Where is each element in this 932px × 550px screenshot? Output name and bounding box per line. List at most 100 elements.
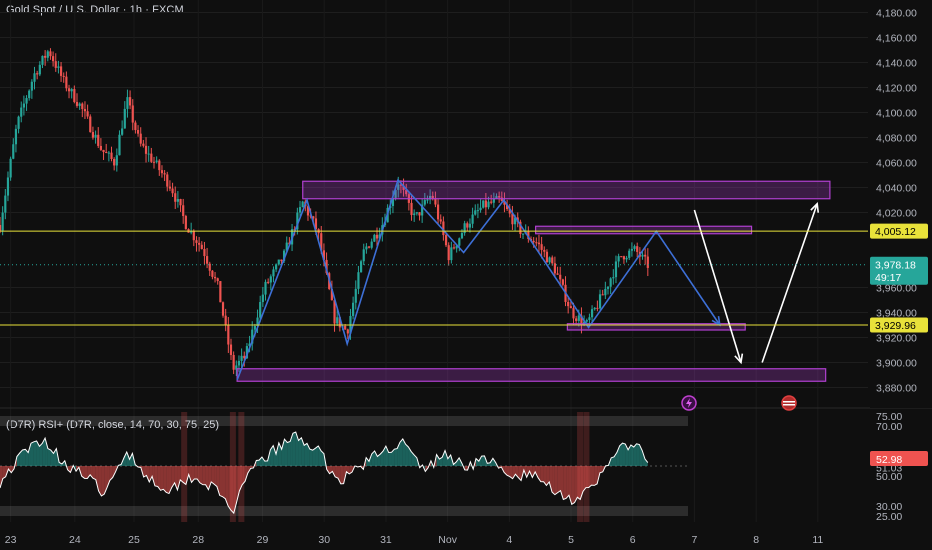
candle-body xyxy=(213,276,217,279)
rsi-fill xyxy=(464,466,468,471)
candle-body xyxy=(357,272,360,289)
candle-body xyxy=(410,202,413,215)
rsi-fill xyxy=(509,466,513,479)
rsi-fill xyxy=(292,432,296,466)
zone-box xyxy=(566,323,746,331)
rsi-fill xyxy=(264,460,268,466)
candle-body xyxy=(256,317,259,326)
candle-body xyxy=(399,184,403,186)
candle-body xyxy=(604,288,607,296)
candle-body xyxy=(126,97,129,109)
rsi-fill xyxy=(225,466,229,507)
price-tick-label: 3,920.00 xyxy=(876,333,917,345)
rsi-fill xyxy=(335,466,338,479)
rsi-fill xyxy=(25,449,29,466)
rsi-fill xyxy=(332,466,336,477)
time-tick-label: 30 xyxy=(318,534,330,546)
candle-body xyxy=(612,277,615,279)
rsi-fill xyxy=(399,438,403,466)
candle-body xyxy=(492,198,495,203)
time-tick-label: 11 xyxy=(812,534,823,546)
candle-body xyxy=(338,317,341,328)
candle-body xyxy=(208,263,211,271)
candle-body xyxy=(41,55,44,65)
time-tick-label: 4 xyxy=(506,534,512,546)
rsi-indicator-title[interactable]: (D7R) RSI+ (D7R, close, 14, 70, 30, 75, … xyxy=(6,419,220,431)
rsi-fill xyxy=(630,444,634,466)
rsi-fill xyxy=(312,448,316,466)
rsi-fill xyxy=(177,466,181,490)
candle-body xyxy=(577,315,580,321)
candle-body xyxy=(415,212,418,214)
rsi-fill xyxy=(191,466,195,483)
us-flag-event-icon[interactable] xyxy=(781,395,797,411)
candle-body xyxy=(136,130,140,134)
candle-body xyxy=(532,240,535,243)
candle-body xyxy=(282,250,286,262)
candle-body xyxy=(121,128,124,135)
candle-body xyxy=(508,209,511,214)
pattern-lines xyxy=(236,178,721,381)
candle-body xyxy=(537,242,541,245)
candle-body xyxy=(394,189,397,198)
candle-body xyxy=(375,234,379,239)
rsi-fill xyxy=(315,445,319,466)
candle-body xyxy=(551,257,554,264)
candle-body xyxy=(476,210,480,212)
rsi-fill xyxy=(143,466,147,478)
candle-body xyxy=(543,249,546,252)
candle-body xyxy=(144,145,148,154)
candle-body xyxy=(625,257,628,260)
candle-body xyxy=(248,343,251,347)
candle-body xyxy=(9,158,12,178)
rsi-fill xyxy=(214,466,217,487)
candle-body xyxy=(36,73,39,75)
rsi-fill xyxy=(47,448,51,466)
candle-body xyxy=(490,201,493,203)
candle-body xyxy=(94,134,97,138)
candle-body xyxy=(12,144,15,159)
rsi-tick-label: 25.00 xyxy=(876,511,902,523)
candle-body xyxy=(503,201,506,205)
candle-body xyxy=(511,213,514,225)
rsi-fill xyxy=(30,441,34,466)
candle-body xyxy=(102,149,105,153)
rsi-fill xyxy=(307,443,310,466)
candle-body xyxy=(240,355,243,361)
candle-body xyxy=(521,233,525,235)
candle-body xyxy=(20,107,23,117)
candle-body xyxy=(314,218,318,230)
candle-body xyxy=(540,244,543,250)
rsi-fill xyxy=(594,466,598,486)
rsi-fill xyxy=(622,443,626,466)
price-tick-label: 3,880.00 xyxy=(876,383,917,395)
rsi-line xyxy=(0,431,649,515)
candle-body xyxy=(373,234,376,242)
candle-body xyxy=(479,207,482,211)
candle-body xyxy=(221,302,225,316)
rsi-fill xyxy=(405,444,409,466)
candle-body xyxy=(455,245,458,249)
rsi-fill xyxy=(230,466,234,514)
candle-body xyxy=(585,320,588,322)
rsi-fill xyxy=(445,450,448,466)
candle-body xyxy=(468,223,472,228)
rsi-fill xyxy=(456,457,460,466)
rsi-fill xyxy=(242,466,246,485)
candle-body xyxy=(83,109,87,112)
candle-body xyxy=(211,270,214,277)
candle-body xyxy=(245,346,249,359)
rsi-fill xyxy=(318,445,322,466)
candle-body xyxy=(418,212,421,216)
rsi-fill xyxy=(625,444,629,466)
rsi-fill xyxy=(599,466,603,473)
rsi-fill xyxy=(199,466,203,485)
rsi-fill xyxy=(36,440,40,466)
candle-body xyxy=(195,240,198,243)
candle-body xyxy=(264,281,267,295)
rsi-fill xyxy=(628,444,631,466)
rsi-fill xyxy=(281,439,285,466)
rsi-fill xyxy=(560,466,564,500)
level-price-label xyxy=(870,223,928,239)
